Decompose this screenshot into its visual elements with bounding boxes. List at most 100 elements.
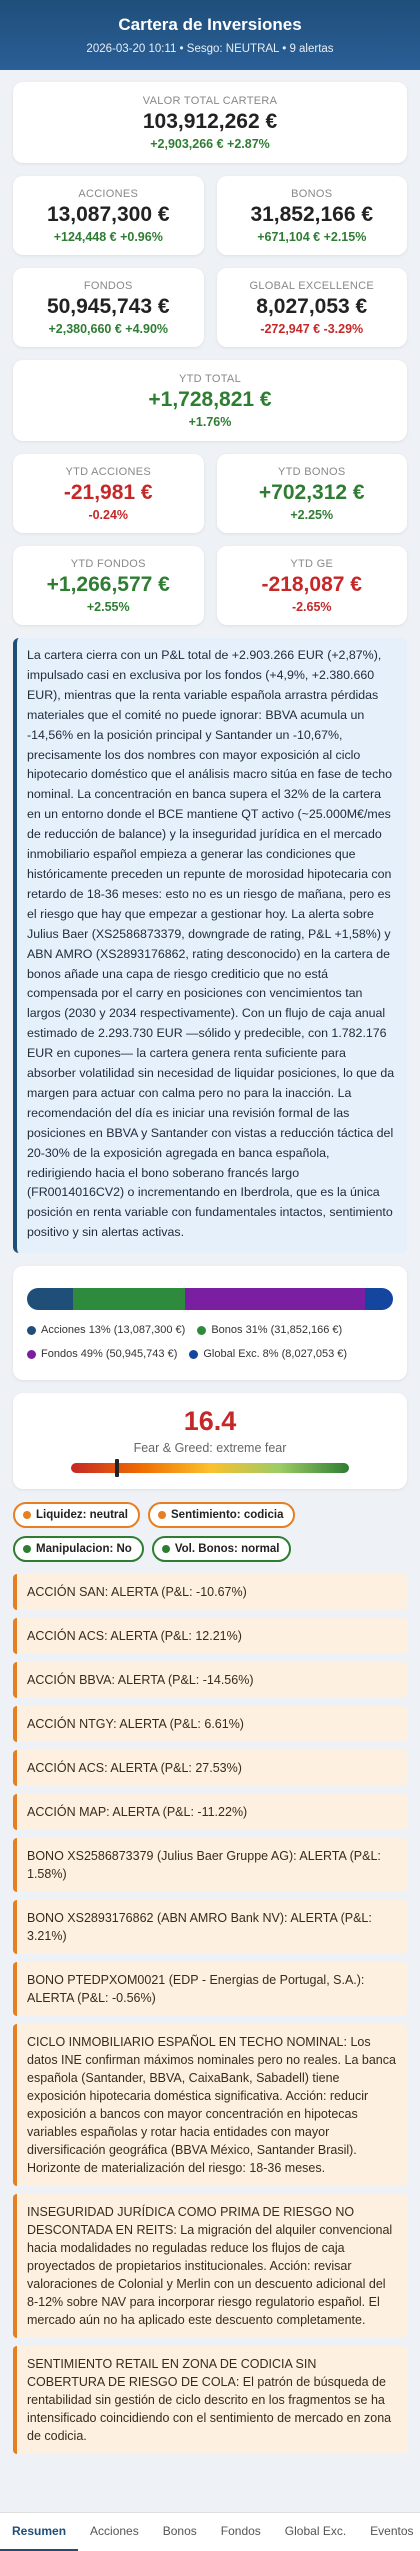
nav-item[interactable]: Fondos <box>220 2524 261 2538</box>
fear-greed-score: 16.4 <box>183 1406 237 1437</box>
kpi-delta: +2.25% <box>290 508 334 522</box>
fear-greed-card: 16.4 Fear & Greed: extreme fear <box>13 1393 407 1490</box>
kpi-label: YTD TOTAL <box>179 373 241 385</box>
alert: ACCIÓN NTGY: ALERTA (P&L: 6.61%) <box>13 1706 407 1743</box>
kpi-delta: +2,903,266 € +2.87% <box>150 137 270 151</box>
alert: CICLO INMOBILIARIO ESPAÑOL EN TECHO NOMI… <box>13 2024 407 2187</box>
kpi-row: YTD FONDOS +1,266,577 € +2.55% YTD GE -218,0… <box>13 546 407 638</box>
kpi-label: YTD FONDOS <box>70 558 146 570</box>
nav-item[interactable]: Resumen <box>0 2513 79 2551</box>
signal-pill: Manipulacion: No <box>13 1536 144 1563</box>
kpi-delta: +2.55% <box>86 600 130 614</box>
allocation-segment <box>73 1288 186 1311</box>
nav-item[interactable]: Global Exc. <box>284 2524 347 2538</box>
kpi-label: BONOS <box>291 188 333 200</box>
legend-label: Acciones 13% (13,087,300 €) <box>41 1324 186 1337</box>
alert: ACCIÓN BBVA: ALERTA (P&L: -14.56%) <box>13 1662 407 1699</box>
legend-dot <box>27 1349 36 1359</box>
allocation-legend: Acciones 13% (13,087,300 €) Bonos 31% (31… <box>27 1318 393 1366</box>
fear-greed-gauge <box>71 1459 349 1478</box>
kpi-label: VALOR TOTAL CARTERA <box>142 95 278 107</box>
kpi-value: -218,087 € <box>261 573 362 596</box>
kpi-row: FONDOS 50,945,743 € +2,380,660 € +4.90% GLO… <box>13 268 407 360</box>
kpi-value: 13,087,300 € <box>46 203 170 226</box>
alert: BONO XS2586873379 (Julius Baer Gruppe AG… <box>13 1838 407 1893</box>
kpi-card: VALOR TOTAL CARTERA 103,912,262 € +2,903,2… <box>13 82 407 163</box>
kpi-value: 103,912,262 € <box>142 110 278 133</box>
kpi-value: +1,266,577 € <box>46 573 170 596</box>
kpi-label: YTD GE <box>290 558 334 570</box>
kpi-label: FONDOS <box>83 280 133 292</box>
signal-dot <box>158 1511 166 1520</box>
kpi-value: 31,852,166 € <box>250 203 374 226</box>
kpi-card: YTD TOTAL +1,728,821 € +1.76% <box>13 360 407 441</box>
alert: ACCIÓN ACS: ALERTA (P&L: 12.21%) <box>13 1618 407 1655</box>
legend-item: Acciones 13% (13,087,300 €) <box>27 1318 185 1342</box>
signal-text: Sentimiento: codicia <box>171 1509 284 1522</box>
alert: ACCIÓN ACS: ALERTA (P&L: 27.53%) <box>13 1750 407 1787</box>
legend-dot <box>27 1325 36 1335</box>
kpi-label: GLOBAL EXCELLENCE <box>249 280 375 292</box>
kpi-value: +702,312 € <box>258 481 365 504</box>
title: Cartera de Inversiones <box>118 15 302 34</box>
alert: ACCIÓN MAP: ALERTA (P&L: -11.22%) <box>13 1794 407 1831</box>
signal-pill: Vol. Bonos: normal <box>151 1536 292 1563</box>
alert: SENTIMIENTO RETAIL EN ZONA DE CODICIA SI… <box>13 2346 407 2455</box>
fear-greed-marker <box>114 1459 119 1478</box>
bottom-nav: Resumen Acciones Bonos Fondos Global Exc. Eve… <box>0 2512 420 2551</box>
allocation-segment <box>364 1288 393 1311</box>
fear-greed-label: Fear & Greed: extreme fear <box>133 1441 287 1456</box>
legend-dot <box>197 1325 207 1335</box>
kpi-label: ACCIONES <box>78 188 139 200</box>
header: Cartera de Inversiones 2026-03-20 10:11 … <box>0 0 420 70</box>
kpi-value: -21,981 € <box>63 481 153 504</box>
alert: BONO PTEDPXOM0021 (EDP - Energias de Por… <box>13 1962 407 2017</box>
kpi-card: YTD FONDOS +1,266,577 € +2.55% <box>13 546 204 625</box>
kpi-card: GLOBAL EXCELLENCE 8,027,053 € -272,947 € -… <box>216 268 407 347</box>
signals: Liquidez: neutral Sentimiento: codicia Man… <box>13 1502 407 1563</box>
subtitle: 2026-03-20 10:11 • Sesgo: NEUTRAL • 9 al… <box>86 43 334 55</box>
kpi-card: YTD BONOS +702,312 € +2.25% <box>216 454 407 533</box>
allocation-card: Acciones 13% (13,087,300 €) Bonos 31% (31… <box>13 1266 407 1381</box>
allocation-segment <box>185 1288 365 1311</box>
signal-text: Liquidez: neutral <box>36 1509 128 1522</box>
kpi-card: BONOS 31,852,166 € +671,104 € +2.15% <box>216 176 407 255</box>
kpi-delta: +124,448 € +0.96% <box>53 230 163 244</box>
kpi-card: YTD ACCIONES -21,981 € -0.24% <box>13 454 204 533</box>
allocation-segment <box>27 1288 74 1311</box>
legend-item: Global Exc. 8% (8,027,053 €) <box>189 1342 347 1366</box>
kpi-delta: +2,380,660 € +4.90% <box>48 322 169 336</box>
kpi-delta: +1.76% <box>188 415 232 429</box>
kpi-row: YTD ACCIONES -21,981 € -0.24% YTD BONOS +702… <box>13 454 407 546</box>
signal-dot <box>23 1545 31 1554</box>
commentary: La cartera cierra con un P&L total de +2… <box>13 638 407 1254</box>
kpi-card: YTD GE -218,087 € -2.65% <box>216 546 407 625</box>
kpi-value: 8,027,053 € <box>256 295 368 318</box>
nav-item[interactable]: Eventos <box>370 2524 414 2538</box>
alert: ACCIÓN SAN: ALERTA (P&L: -10.67%) <box>13 1574 407 1611</box>
legend-label: Bonos 31% (31,852,166 €) <box>211 1324 343 1337</box>
kpi-delta: -0.24% <box>88 508 129 522</box>
kpi-card: FONDOS 50,945,743 € +2,380,660 € +4.90% <box>13 268 204 347</box>
nav-item[interactable]: Acciones <box>90 2524 139 2538</box>
signal-text: Manipulacion: No <box>36 1543 132 1556</box>
kpi-delta: -2.65% <box>291 600 332 614</box>
kpi-card: ACCIONES 13,087,300 € +124,448 € +0.96% <box>13 176 204 255</box>
alert: INSEGURIDAD JURÍDICA COMO PRIMA DE RIESG… <box>13 2194 407 2339</box>
legend-item: Fondos 49% (50,945,743 €) <box>27 1342 177 1366</box>
kpi-value: +1,728,821 € <box>148 388 272 411</box>
kpi-delta: -272,947 € -3.29% <box>260 322 364 336</box>
nav-item[interactable]: Bonos <box>162 2524 197 2538</box>
signal-dot <box>161 1545 170 1554</box>
kpi-label: YTD ACCIONES <box>65 466 151 478</box>
signal-dot <box>23 1511 31 1520</box>
legend-label: Global Exc. 8% (8,027,053 €) <box>203 1348 348 1361</box>
content: VALOR TOTAL CARTERA 103,912,262 € +2,903,2… <box>0 70 420 2455</box>
signal-pill: Sentimiento: codicia <box>148 1502 296 1529</box>
kpi-delta: +671,104 € +2.15% <box>257 230 367 244</box>
allocation-bar <box>27 1288 393 1311</box>
legend-label: Fondos 49% (50,945,743 €) <box>41 1348 178 1361</box>
kpi-label: YTD BONOS <box>278 466 346 478</box>
